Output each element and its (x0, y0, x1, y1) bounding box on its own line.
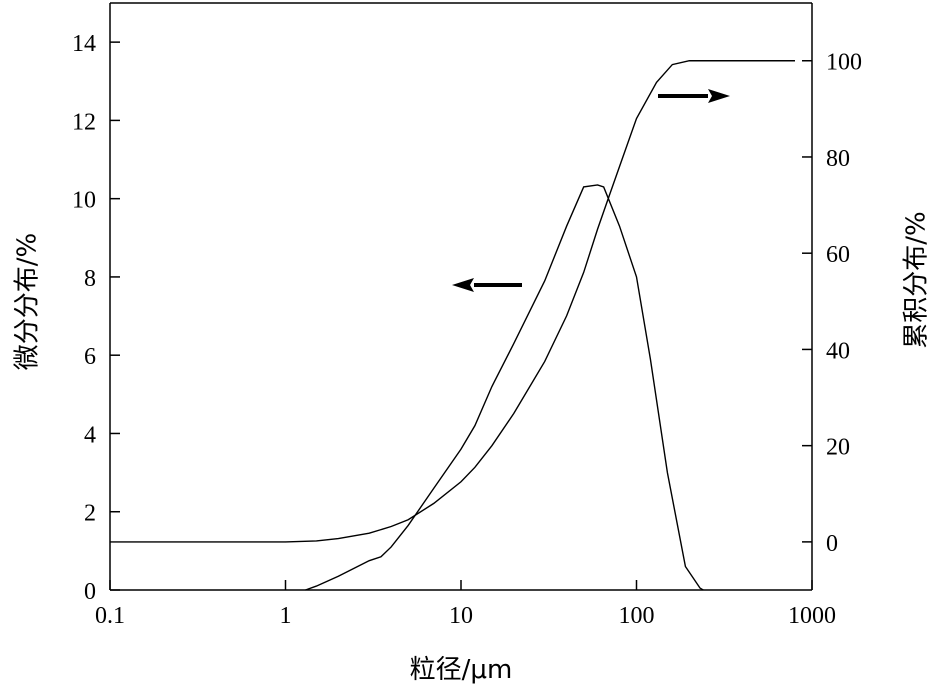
x-tick-label: 1 (280, 603, 292, 629)
right-y-tick-label: 40 (826, 338, 850, 364)
x-axis-ticks: 0.1 1 10 100 1000 (95, 580, 836, 629)
x-tick-label: 0.1 (95, 603, 125, 629)
cumulative-distribution-line (110, 60, 795, 543)
arrow-head (452, 278, 474, 292)
plot-frame (109, 2, 813, 591)
left-y-tick-label: 2 (84, 501, 96, 527)
series-layer (110, 60, 795, 591)
left-y-tick-label: 14 (72, 31, 96, 57)
left-y-tick-label: 12 (72, 109, 96, 135)
left-y-axis-title: 微分分布/% (13, 233, 43, 370)
left-y-axis-ticks: 0 2 4 6 8 10 12 14 (72, 31, 120, 605)
left-y-tick-label: 0 (84, 579, 96, 605)
differential-distribution-line (305, 184, 704, 591)
right-y-axis-ticks: 0 20 40 60 80 100 (802, 50, 862, 557)
left-y-tick-label: 10 (72, 188, 96, 214)
right-y-tick-label: 0 (826, 531, 838, 557)
x-axis-title: 粒径/μm (410, 655, 513, 685)
left-y-tick-label: 8 (84, 266, 96, 292)
arrow-head (708, 89, 730, 103)
x-tick-label: 100 (619, 603, 655, 629)
left-pointing-arrow (452, 278, 522, 292)
right-y-axis-title: 累积分布/% (902, 211, 932, 348)
x-tick-label: 1000 (788, 603, 836, 629)
annotation-layer (452, 89, 730, 292)
left-y-tick-label: 6 (84, 344, 96, 370)
right-y-tick-label: 60 (826, 242, 850, 268)
right-y-tick-label: 80 (826, 146, 850, 172)
right-y-tick-label: 20 (826, 435, 850, 461)
right-pointing-arrow (658, 89, 730, 103)
x-tick-label: 10 (449, 603, 473, 629)
right-y-tick-label: 100 (826, 50, 862, 76)
left-y-tick-label: 4 (84, 422, 96, 448)
